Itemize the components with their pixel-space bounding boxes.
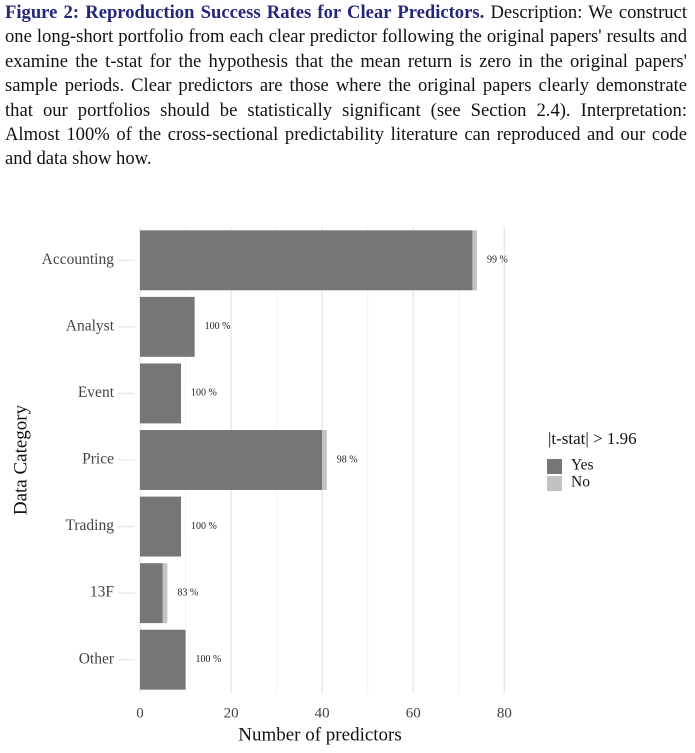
caption-label: Figure 2: Reproduction Success Rates for… — [5, 2, 485, 23]
y-tick-label: 13F — [90, 584, 115, 601]
bar-label: 99 % — [487, 255, 508, 266]
caption: Figure 2: Reproduction Success Rates for… — [5, 1, 687, 172]
bar-segment — [140, 430, 323, 490]
bar-segment — [472, 230, 478, 291]
y-tick-label: Analyst — [66, 317, 115, 334]
bar-segment — [140, 230, 473, 291]
bar-label: 100 % — [205, 321, 231, 332]
bar-label: 83 % — [177, 587, 198, 598]
y-tick-label: Event — [78, 384, 115, 401]
legend-title: |t-stat| > 1.96 — [548, 429, 637, 448]
bar-segment — [140, 363, 181, 424]
caption-text: Description: We construct one long-short… — [5, 2, 687, 170]
bar-segment — [140, 563, 163, 624]
legend-label: Yes — [571, 457, 594, 474]
bar-label: 100 % — [191, 388, 217, 399]
y-tick-label: Accounting — [42, 251, 115, 268]
y-axis-title: Data Category — [10, 404, 31, 515]
bar-segment — [140, 629, 186, 690]
bar-label: 98 % — [337, 454, 358, 465]
bar-label: 100 % — [191, 521, 217, 532]
legend-swatch — [547, 476, 562, 491]
x-tick-label: 20 — [224, 705, 239, 721]
x-tick-label: 60 — [406, 705, 421, 721]
x-tick-label: 0 — [136, 705, 144, 721]
bar-label: 100 % — [196, 654, 222, 665]
legend-label: No — [571, 474, 590, 491]
bar-segment — [162, 563, 168, 624]
legend-swatch — [547, 459, 562, 474]
y-tick-label: Other — [79, 650, 115, 667]
x-tick-label: 40 — [315, 705, 330, 721]
bar-segment — [140, 296, 195, 357]
x-tick-label: 80 — [497, 705, 512, 721]
bar-segment — [322, 430, 327, 490]
y-tick-label: Trading — [65, 517, 114, 534]
y-tick-label: Price — [82, 451, 114, 468]
x-axis-title: Number of predictors — [238, 724, 402, 745]
bar-segment — [140, 496, 181, 557]
